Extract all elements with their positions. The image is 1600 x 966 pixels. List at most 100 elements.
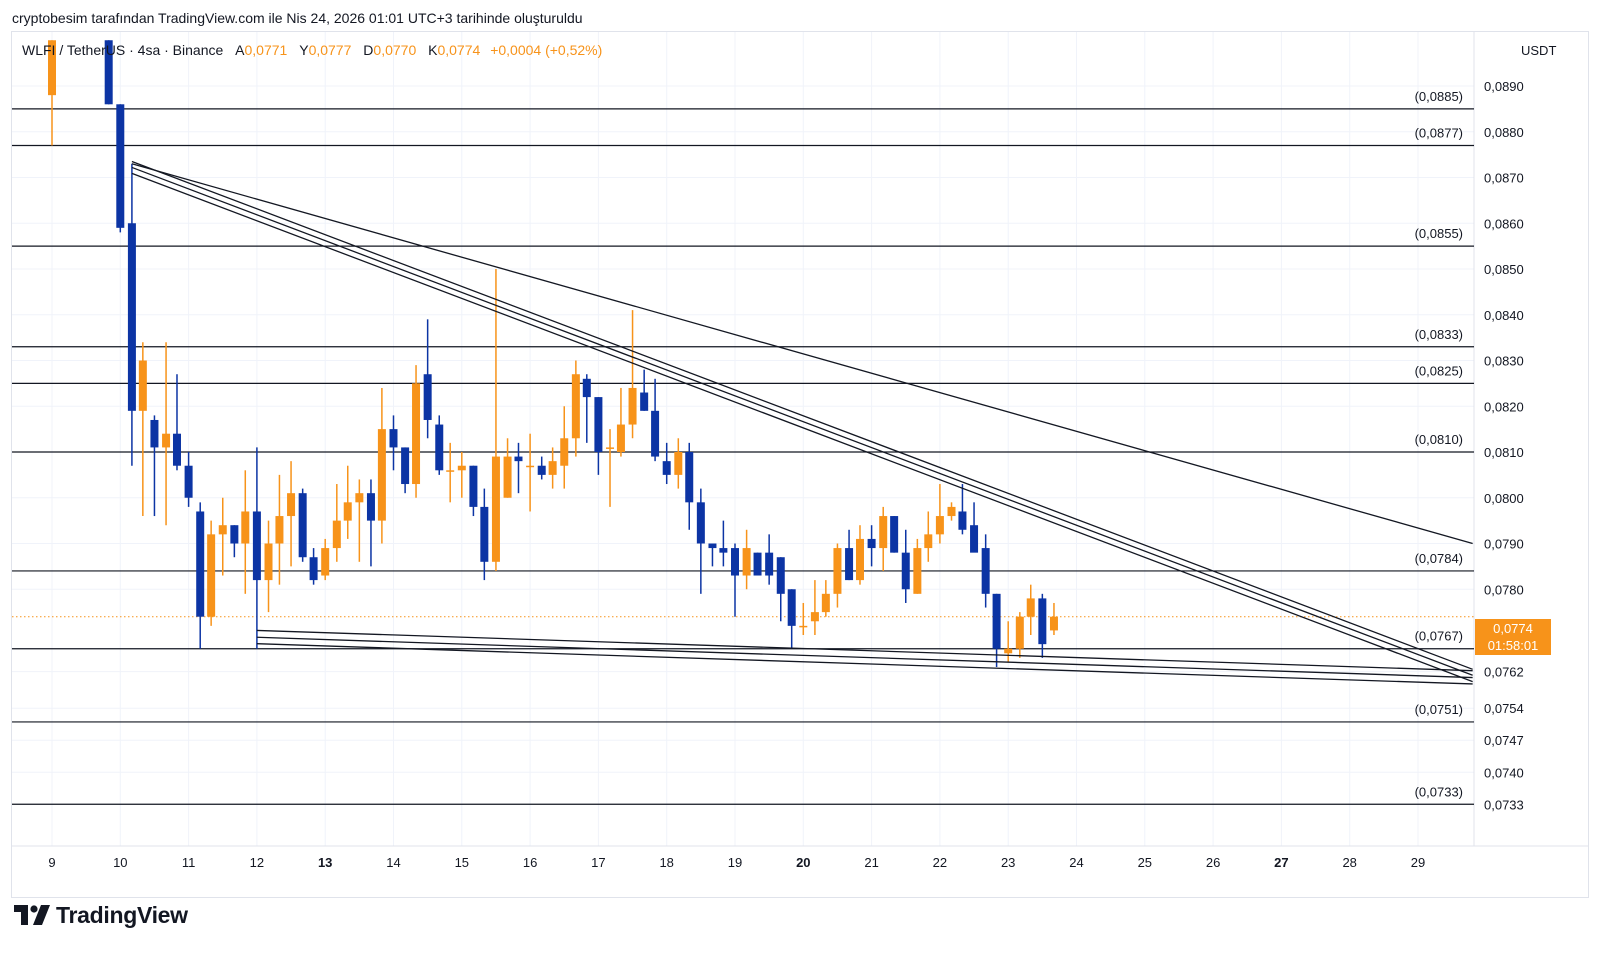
- close-key: K: [428, 42, 438, 58]
- x-tick-10: 10: [113, 855, 127, 870]
- x-tick-18: 18: [659, 855, 673, 870]
- x-tick-24: 24: [1069, 855, 1083, 870]
- candle-body-34: [480, 506, 489, 562]
- level-label-8: (0,0751): [1415, 702, 1463, 717]
- plot-area[interactable]: [12, 40, 1474, 805]
- candle-body-45: [606, 447, 615, 449]
- candle-body-83: [1038, 598, 1047, 645]
- candle-body-22: [343, 502, 352, 521]
- candle-body-59: [765, 552, 774, 576]
- y-tick-3: 0,0860: [1484, 216, 1524, 231]
- y-tick-14: 0,0747: [1484, 733, 1524, 748]
- candle-body-5: [150, 419, 159, 448]
- open-key: A: [235, 42, 245, 58]
- x-tick-20: 20: [796, 855, 810, 870]
- open-value: 0,0771: [244, 42, 288, 58]
- x-tick-27: 27: [1274, 855, 1288, 870]
- candle-body-69: [879, 516, 888, 549]
- candle-body-21: [332, 520, 341, 549]
- candle-body-31: [446, 470, 455, 472]
- candle-body-41: [560, 438, 569, 466]
- candle-body-24: [366, 493, 375, 521]
- y-tick-13: 0,0754: [1484, 701, 1524, 716]
- candle-body-76: [958, 511, 967, 530]
- candle-body-9: [196, 511, 205, 617]
- candle-body-11: [218, 525, 227, 535]
- candle-body-56: [731, 548, 739, 576]
- tradingview-logo[interactable]: TradingView: [14, 900, 188, 930]
- y-tick-8: 0,0810: [1484, 445, 1524, 460]
- candle-body-50: [662, 461, 671, 475]
- x-tick-15: 15: [455, 855, 469, 870]
- trendline-channel-upper-2: [131, 166, 1473, 676]
- trendline-channel-lower-3: [256, 643, 1473, 685]
- level-label-4: (0,0825): [1415, 363, 1463, 378]
- candle-body-82: [1026, 598, 1035, 617]
- candle-body-81: [1015, 616, 1024, 649]
- price-axis-currency[interactable]: USDT: [1521, 43, 1557, 58]
- candle-body-13: [241, 511, 250, 544]
- candle-body-37: [514, 456, 523, 462]
- level-label-0: (0,0885): [1415, 89, 1463, 104]
- candle-body-55: [719, 548, 728, 553]
- candle-body-30: [435, 424, 444, 471]
- candle-body-61: [787, 589, 796, 626]
- candle-body-53: [696, 502, 705, 544]
- candle-body-18: [298, 493, 307, 558]
- candle-body-36: [503, 456, 512, 498]
- candle-body-74: [935, 516, 944, 535]
- x-tick-22: 22: [933, 855, 947, 870]
- candle-body-51: [674, 452, 683, 475]
- candle-body-0: [48, 40, 56, 96]
- candle-body-58: [753, 552, 762, 576]
- y-tick-16: 0,0733: [1484, 797, 1524, 812]
- candle-body-29: [423, 374, 432, 420]
- tradingview-logo-icon: [14, 905, 50, 925]
- candle-body-75: [947, 506, 956, 517]
- level-label-5: (0,0810): [1415, 432, 1463, 447]
- candle-body-6: [162, 433, 171, 448]
- candle-body-38: [526, 465, 535, 468]
- candle-body-8: [184, 465, 193, 498]
- candle-body-71: [901, 552, 910, 590]
- candle-body-14: [252, 511, 261, 581]
- candle-body-70: [890, 516, 899, 553]
- x-tick-11: 11: [182, 855, 196, 870]
- trendline-channel-lower-2: [256, 636, 1473, 679]
- x-tick-17: 17: [591, 855, 605, 870]
- candle-body-25: [377, 429, 386, 521]
- x-tick-16: 16: [523, 855, 537, 870]
- candle-body-78: [981, 548, 990, 594]
- price-chart[interactable]: (0,0885) (0,0877) (0,0855) (0,0833) (0,0825)…: [0, 0, 1600, 900]
- y-tick-5: 0,0840: [1484, 308, 1524, 323]
- bar-countdown: 01:58:01: [1487, 638, 1539, 653]
- x-tick-25: 25: [1138, 855, 1152, 870]
- symbol-label[interactable]: WLFI / TetherUS · 4sa · Binance: [22, 42, 224, 58]
- candle-body-32: [457, 465, 466, 471]
- trendline-channel-upper-3: [131, 172, 1473, 683]
- candle-body-49: [651, 410, 660, 457]
- candle-body-77: [970, 525, 979, 553]
- candle-body-23: [355, 493, 364, 503]
- level-label-2: (0,0855): [1415, 226, 1463, 241]
- x-tick-28: 28: [1342, 855, 1356, 870]
- candle-body-84: [1049, 616, 1058, 631]
- close-value: 0,0774: [437, 42, 481, 58]
- candle-body-66: [845, 548, 854, 581]
- x-tick-26: 26: [1206, 855, 1220, 870]
- x-tick-14: 14: [386, 855, 400, 870]
- y-tick-11: 0,0780: [1484, 582, 1524, 597]
- y-tick-2: 0,0870: [1484, 171, 1524, 186]
- candle-body-35: [491, 456, 500, 562]
- level-label-9: (0,0733): [1415, 784, 1463, 799]
- ohlc-legend: WLFI / TetherUS · 4sa · Binance A0,0771 …: [22, 42, 602, 58]
- candle-body-3: [127, 223, 136, 411]
- candle-body-63: [810, 612, 819, 622]
- trendline-channel-upper-1: [131, 160, 1473, 670]
- y-tick-6: 0,0830: [1484, 354, 1524, 369]
- low-value: 0,0770: [373, 42, 417, 58]
- candle-body-33: [469, 465, 478, 507]
- candle-body-15: [264, 543, 273, 581]
- candle-body-54: [708, 543, 717, 549]
- candle-body-80: [1004, 648, 1013, 654]
